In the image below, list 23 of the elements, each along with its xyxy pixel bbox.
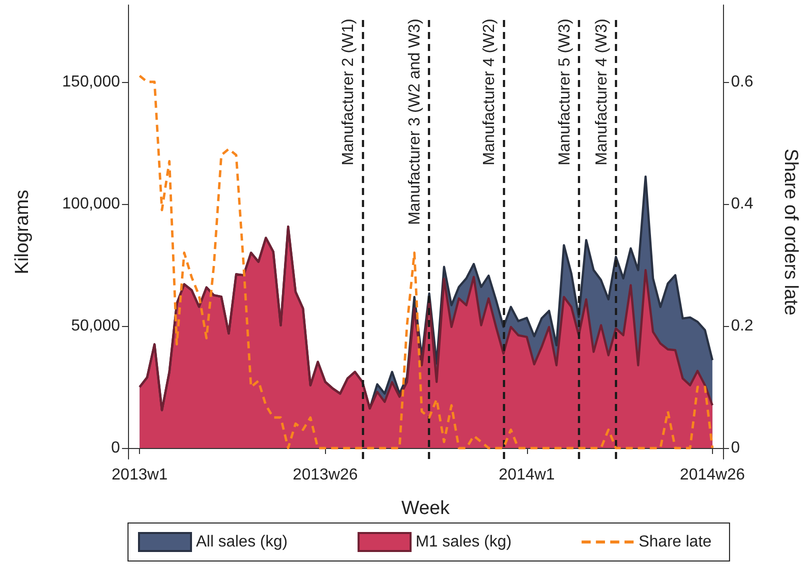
x-tick-label: 2014w1: [498, 466, 555, 484]
y2-tick-label: 0.2: [731, 317, 754, 334]
ref-line-label: Manufacturer 4 (W3): [593, 18, 610, 166]
y-axis-title: Kilograms: [12, 190, 33, 274]
x-tick-label: 2014w26: [680, 466, 745, 484]
y2-axis-title: Share of orders late: [780, 148, 801, 316]
x-tick-label: 2013w1: [112, 466, 168, 484]
y-tick-label: 150,000: [62, 73, 120, 90]
ref-line-label: Manufacturer 4 (W2): [480, 18, 498, 166]
y2-tick-label: 0.4: [731, 195, 754, 212]
ref-line-label: Manufacturer 3 (W2 and W3): [406, 18, 424, 225]
x-tick-label: 2013w26: [292, 466, 358, 484]
x-axis-title: Week: [401, 498, 450, 519]
ref-line-label: Manufacturer 2 (W1): [340, 18, 357, 166]
ref-line-label: Manufacturer 5 (W3): [556, 18, 574, 166]
legend-label: M1 sales (kg): [416, 534, 512, 550]
y2-tick-label: 0.6: [731, 73, 754, 90]
legend-label: All sales (kg): [196, 534, 288, 550]
y-tick-label: 100,000: [62, 195, 120, 212]
y2-tick-label: 0: [731, 440, 740, 457]
y-tick-label: 50,000: [71, 317, 120, 334]
legend-label: Share late: [638, 534, 712, 550]
y-tick-label: 0: [111, 440, 120, 457]
